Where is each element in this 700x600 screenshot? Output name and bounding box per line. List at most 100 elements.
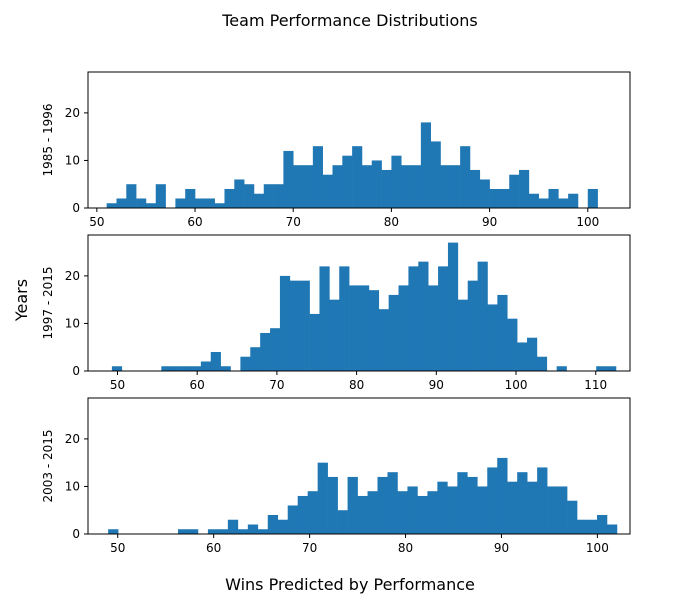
x-tick-label: 80 xyxy=(398,541,413,555)
histogram-bar xyxy=(606,366,617,371)
histogram-bar xyxy=(171,366,182,371)
histogram-bar xyxy=(469,169,481,208)
y-tick-label: 10 xyxy=(65,153,80,167)
histogram-bar xyxy=(557,486,568,534)
histogram-bar xyxy=(556,366,567,371)
histogram-bar xyxy=(116,198,127,208)
x-tick-label: 80 xyxy=(384,215,399,229)
histogram-bar xyxy=(136,198,147,208)
histogram-bar xyxy=(214,203,225,208)
histogram-bar xyxy=(332,165,343,208)
histogram-bar xyxy=(428,285,439,371)
histogram-bar xyxy=(297,495,308,534)
axes-frame xyxy=(87,234,631,372)
y-tick-label: 20 xyxy=(65,106,80,120)
panel-ylabel: 1997 - 2015 xyxy=(41,266,55,339)
histogram-bar xyxy=(517,472,528,534)
histogram-bar xyxy=(273,184,284,208)
histogram-bar xyxy=(277,519,289,534)
histogram-bar xyxy=(175,198,186,208)
x-tick-label: 50 xyxy=(110,541,125,555)
histogram-bar xyxy=(457,299,469,371)
x-tick-label: 100 xyxy=(586,541,609,555)
panel-ylabel: 1985 - 1996 xyxy=(41,103,55,176)
histogram-bar xyxy=(597,514,608,534)
histogram-bar xyxy=(547,486,558,534)
histogram-bar xyxy=(397,491,408,534)
histogram-bar xyxy=(359,285,370,371)
histogram-bar xyxy=(499,188,510,208)
y-tick-label: 0 xyxy=(72,201,80,215)
histogram-bar xyxy=(293,165,304,208)
axes-frame xyxy=(87,397,631,535)
histogram-bar xyxy=(411,165,422,208)
histogram-bar xyxy=(509,174,520,208)
histogram-bar xyxy=(224,188,235,208)
histogram-bar xyxy=(487,304,498,371)
x-tick-label: 100 xyxy=(576,215,599,229)
histogram-bar xyxy=(437,481,448,534)
histogram-bar xyxy=(287,505,298,534)
histogram-bar xyxy=(339,266,350,371)
x-tick-label: 110 xyxy=(584,378,607,392)
histogram-bar xyxy=(361,165,373,208)
histogram-bar xyxy=(507,318,518,371)
histogram-bar xyxy=(267,514,279,534)
panel-ylabel: 2003 - 2015 xyxy=(41,429,55,502)
y-tick-label: 0 xyxy=(72,364,80,378)
histogram-bar xyxy=(185,188,196,208)
histogram-bar xyxy=(408,266,419,371)
x-tick-label: 80 xyxy=(349,378,364,392)
histogram-bar xyxy=(517,342,528,371)
histogram-bar xyxy=(418,261,429,371)
histogram-bar xyxy=(126,184,137,208)
histogram-bar xyxy=(450,165,461,208)
histogram-bar xyxy=(378,309,389,371)
histogram-bar xyxy=(237,529,249,534)
histogram-bar xyxy=(342,155,353,208)
histogram-bar xyxy=(106,203,117,208)
histogram-bar xyxy=(195,198,206,208)
x-tick-label: 100 xyxy=(505,378,528,392)
histogram-bar xyxy=(247,524,259,534)
y-tick-label: 10 xyxy=(65,479,80,493)
histogram-bar xyxy=(263,184,274,208)
histogram-bar xyxy=(299,280,310,371)
histogram-bar xyxy=(187,529,199,534)
histogram-bar xyxy=(329,299,340,371)
panel-1: 50 60 70 80 90 100 0 10 20 1985 - 1996 xyxy=(41,71,631,229)
histogram-bar xyxy=(317,462,328,534)
histogram-bar xyxy=(388,294,399,371)
histogram-bar xyxy=(227,519,239,534)
x-tick-label: 70 xyxy=(286,215,301,229)
histogram-bar xyxy=(497,294,508,371)
axes-frame xyxy=(87,71,631,209)
histogram-bar xyxy=(427,491,438,534)
histogram-bar xyxy=(177,529,189,534)
panel-2: 50 60 70 80 90 100 110 0 10 20 1997 - 2015 xyxy=(41,234,631,392)
histogram-bar xyxy=(538,198,549,208)
histogram-bar xyxy=(371,160,382,208)
histogram-bar xyxy=(558,198,569,208)
histogram-bar xyxy=(240,356,251,371)
histogram-bar xyxy=(527,337,538,371)
histogram-bar xyxy=(200,361,212,371)
y-tick-label: 20 xyxy=(65,269,80,283)
histogram-bar xyxy=(587,519,598,534)
x-tick-label: 70 xyxy=(302,541,317,555)
histogram-bar xyxy=(257,529,269,534)
x-tick-label: 60 xyxy=(206,541,221,555)
histogram-bar xyxy=(307,491,318,534)
histogram-bar xyxy=(567,500,578,534)
histogram-bar xyxy=(537,467,548,534)
histogram-bar xyxy=(367,491,378,534)
histogram-bar xyxy=(489,188,500,208)
histogram-bar xyxy=(487,467,498,534)
x-tick-label: 60 xyxy=(187,215,202,229)
histogram-bar xyxy=(497,457,508,534)
histogram-bar xyxy=(279,275,291,371)
histogram-bar xyxy=(420,122,431,208)
x-tick-label: 50 xyxy=(110,378,125,392)
histogram-bar xyxy=(467,280,478,371)
histogram-bar xyxy=(477,486,488,534)
